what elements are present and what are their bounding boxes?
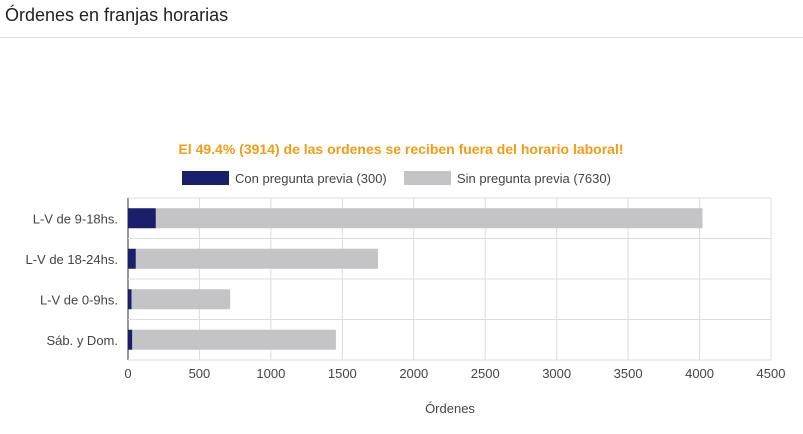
x-axis-tick-label: 2500	[471, 366, 500, 381]
x-axis-tick-label: 4500	[757, 366, 786, 381]
legend-swatch	[404, 171, 451, 185]
x-axis-labels: 0 500 1000 1500 2000 2500 3000 3500 4000 4500	[124, 366, 785, 381]
bar-segment-series-2[interactable]	[155, 208, 703, 229]
x-axis-tick-label: 0	[124, 366, 131, 381]
card-title: Órdenes en franjas horarias	[5, 5, 229, 25]
x-axis-tick-label: 1500	[328, 366, 357, 381]
x-axis-tick-label: 4000	[685, 366, 714, 381]
bar-segment-series-1[interactable]	[128, 208, 156, 229]
bar-segment-series-1[interactable]	[128, 248, 136, 269]
bar-segment-series-2[interactable]	[135, 248, 379, 269]
y-axis-label: L-V de 0-9hs.	[40, 292, 118, 307]
chart-legend: Con pregunta previa (300) Sin pregunta pr…	[182, 171, 611, 186]
x-axis-tick-label: 1000	[256, 366, 285, 381]
y-axis-labels: L-V de 9-18hs. L-V de 18-24hs. L-V de 0-9h…	[25, 211, 118, 348]
x-axis-tick-label: 3000	[542, 366, 571, 381]
card-header: Órdenes en franjas horarias	[0, 0, 803, 38]
bar-segment-series-2[interactable]	[131, 289, 231, 310]
y-axis-label: L-V de 18-24hs.	[25, 252, 118, 267]
legend-swatch	[182, 171, 229, 185]
bar-segment-series-1[interactable]	[128, 289, 132, 310]
bar-segment-series-2[interactable]	[132, 329, 336, 350]
legend-label: Sin pregunta previa (7630)	[457, 171, 611, 186]
y-axis-label: Sáb. y Dom.	[46, 333, 118, 348]
bar-segment-series-1[interactable]	[128, 329, 133, 350]
x-axis-tick-label: 2000	[399, 366, 428, 381]
y-axis-label: L-V de 9-18hs.	[33, 211, 118, 226]
bar-chart: El 49.4% (3914) de las ordenes se recibe…	[25, 141, 785, 416]
chart-bars	[128, 208, 703, 350]
x-axis-tick-label: 3500	[614, 366, 643, 381]
x-axis-title: Órdenes	[425, 401, 475, 416]
x-axis-tick-label: 500	[189, 366, 211, 381]
chart-title: El 49.4% (3914) de las ordenes se recibe…	[178, 141, 623, 157]
chart-container: El 49.4% (3914) de las ordenes se recibe…	[0, 38, 803, 429]
legend-label: Con pregunta previa (300)	[235, 171, 387, 186]
